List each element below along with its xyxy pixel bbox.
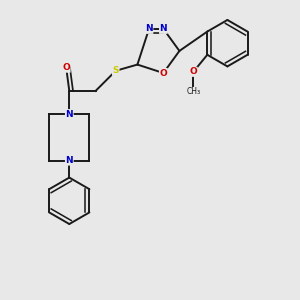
- Text: N: N: [145, 24, 153, 33]
- Text: CH₃: CH₃: [186, 87, 200, 96]
- Text: N: N: [65, 110, 73, 118]
- Text: S: S: [112, 66, 119, 75]
- Text: O: O: [190, 67, 197, 76]
- Text: O: O: [62, 63, 70, 72]
- Text: O: O: [160, 68, 167, 77]
- Text: N: N: [160, 24, 167, 33]
- Text: N: N: [65, 156, 73, 165]
